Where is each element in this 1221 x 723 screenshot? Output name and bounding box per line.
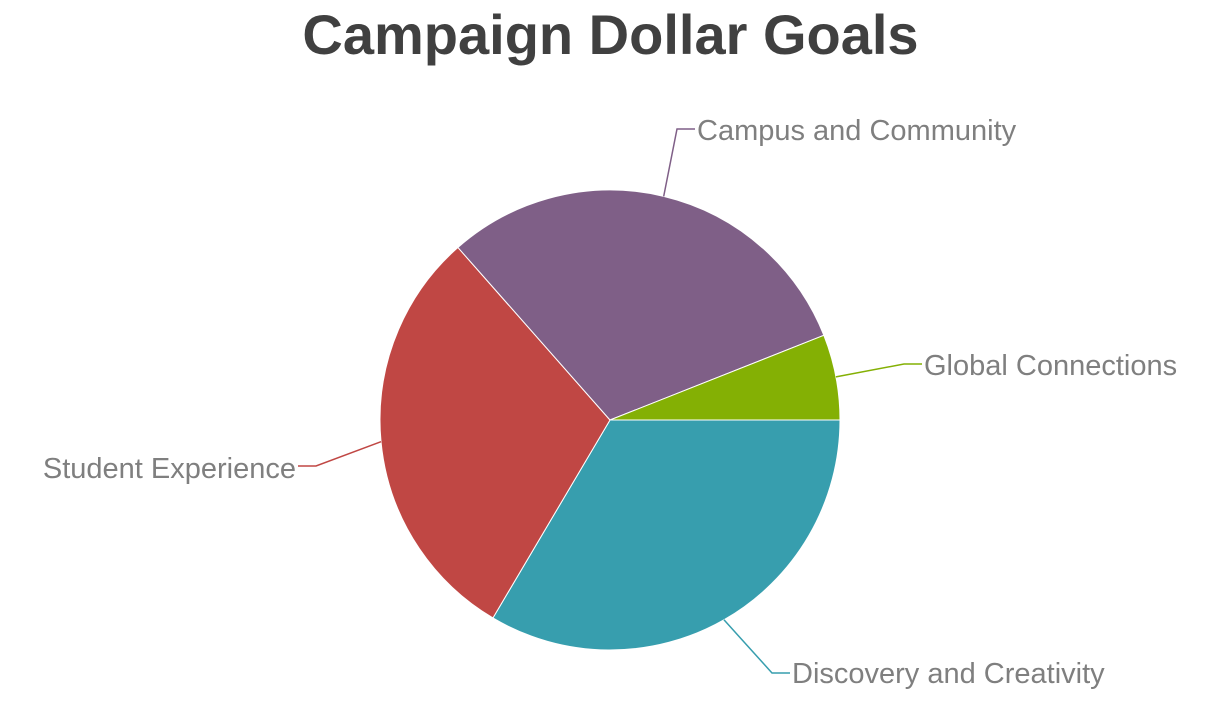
pie-slice-campus-and-community [457,189,825,421]
slice-label-global-connections: Global Connections [924,350,1177,382]
chart-title: Campaign Dollar Goals [302,3,919,66]
slice-label-campus-and-community: Campus and Community [697,115,1017,147]
pie-slice-discovery-and-creativity [492,419,841,651]
leader-line-discovery-and-creativity [723,619,790,674]
leader-line-global-connections [835,363,922,378]
slice-label-discovery-and-creativity: Discovery and Creativity [792,658,1105,690]
pie-slice-global-connections [609,334,841,421]
pie-slice-student-experience [379,246,611,619]
leader-line-student-experience [298,440,382,467]
slice-label-student-experience: Student Experience [43,453,296,485]
leader-line-campus-and-community [662,128,695,197]
